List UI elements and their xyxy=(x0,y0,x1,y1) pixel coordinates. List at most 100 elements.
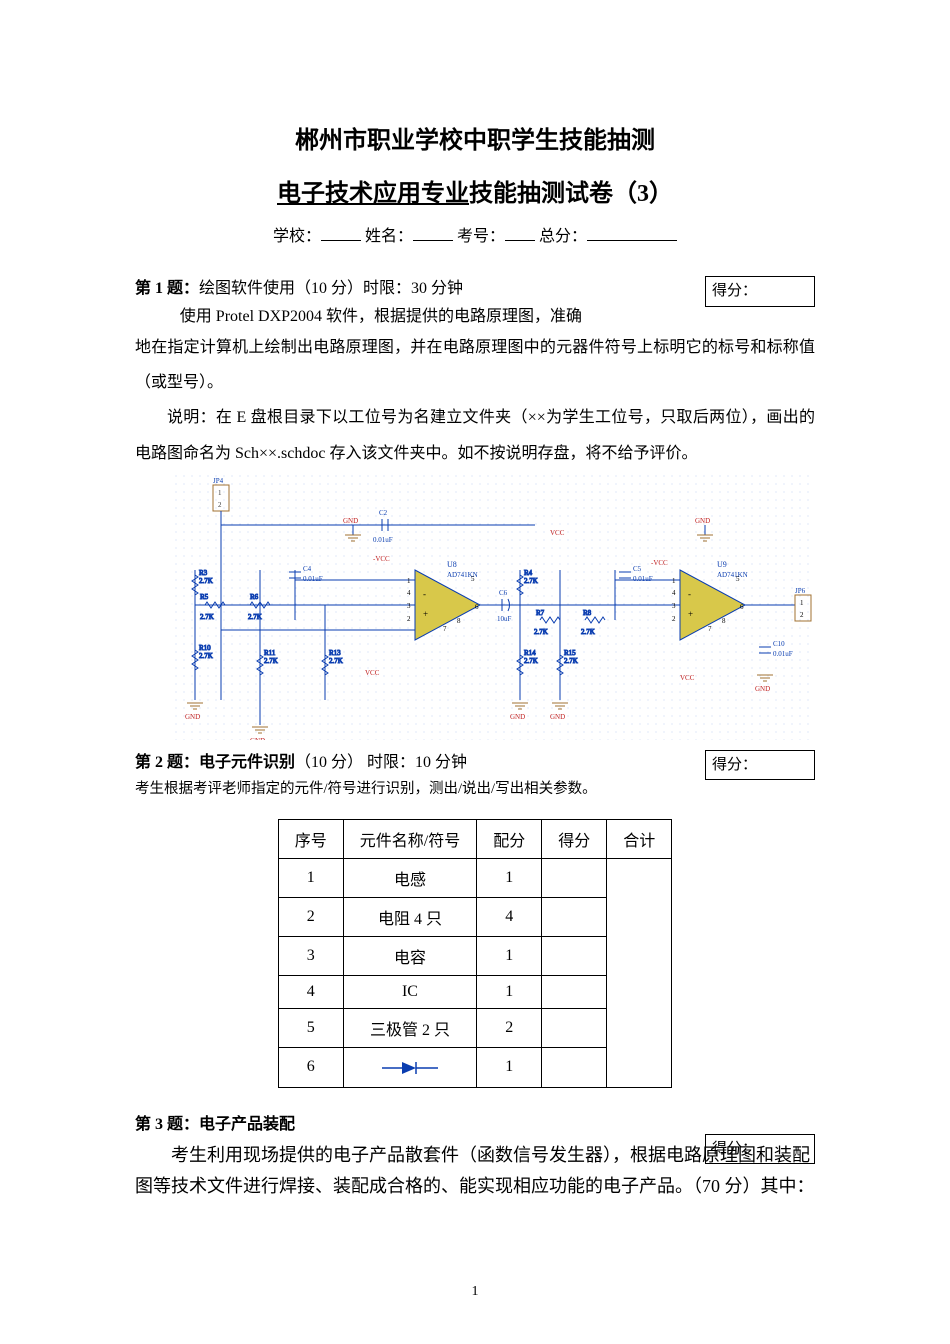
title-sub: 电子技术应用专业技能抽测试卷（3） xyxy=(135,173,815,208)
cell-got xyxy=(542,1048,607,1087)
svg-text:GND: GND xyxy=(250,737,265,740)
svg-text:4: 4 xyxy=(407,589,411,597)
label-school: 学校： xyxy=(273,228,321,245)
cell-total xyxy=(607,859,672,1087)
score-label: 得分： xyxy=(712,1135,759,1164)
svg-text:2.7K: 2.7K xyxy=(199,652,213,660)
cell-score: 1 xyxy=(477,859,542,898)
title-sub-underlined: 电子技术应用专业 xyxy=(277,181,469,207)
cell-no: 6 xyxy=(278,1048,343,1087)
svg-text:+: + xyxy=(423,609,428,619)
q3-score-box: 得分： xyxy=(705,1134,815,1165)
svg-text:R11: R11 xyxy=(264,649,276,657)
svg-text:VCC: VCC xyxy=(550,529,565,537)
svg-text:GND: GND xyxy=(550,713,565,721)
blank-total xyxy=(587,225,677,241)
svg-text:3: 3 xyxy=(672,602,676,610)
title-main: 郴州市职业学校中职学生技能抽测 xyxy=(135,120,815,155)
col-no: 序号 xyxy=(278,820,343,859)
col-score: 配分 xyxy=(477,820,542,859)
cell-score: 1 xyxy=(477,937,542,976)
cell-got xyxy=(542,859,607,898)
label-examno: 考号： xyxy=(457,228,505,245)
svg-text:8: 8 xyxy=(457,617,461,625)
q1-header-rest: 绘图软件使用（10 分）时限：30 分钟 xyxy=(199,280,463,297)
svg-text:2.7K: 2.7K xyxy=(329,657,343,665)
diode-icon xyxy=(380,1059,440,1077)
svg-text:R5: R5 xyxy=(200,593,209,601)
svg-text:U9: U9 xyxy=(717,560,727,569)
svg-text:R8: R8 xyxy=(583,609,592,617)
cell-got xyxy=(542,976,607,1009)
cell-no: 1 xyxy=(278,859,343,898)
svg-text:2.7K: 2.7K xyxy=(524,657,538,665)
svg-text:-VCC: -VCC xyxy=(651,559,668,567)
svg-text:JP6: JP6 xyxy=(795,587,806,595)
q3-header-bold: 第 3 题：电子产品装配 xyxy=(135,1116,295,1133)
svg-text:R6: R6 xyxy=(250,593,259,601)
blank-school xyxy=(321,225,361,241)
svg-text:R4: R4 xyxy=(524,569,533,577)
cell-no: 3 xyxy=(278,937,343,976)
svg-text:0.01uF: 0.01uF xyxy=(633,575,653,583)
q1-p2: 说明：在 E 盘根目录下以工位号为名建立文件夹（××为学生工位号，只取后两位），… xyxy=(135,400,815,470)
svg-text:0.01uF: 0.01uF xyxy=(373,536,393,544)
svg-text:1: 1 xyxy=(672,577,676,585)
svg-text:1: 1 xyxy=(218,489,222,497)
svg-text:GND: GND xyxy=(510,713,525,721)
svg-text:C6: C6 xyxy=(499,589,508,597)
svg-text:1: 1 xyxy=(800,599,804,607)
svg-text:R14: R14 xyxy=(524,649,536,657)
cell-score: 2 xyxy=(477,1009,542,1048)
col-got: 得分 xyxy=(542,820,607,859)
svg-text:2.7K: 2.7K xyxy=(581,628,595,636)
blank-name xyxy=(413,225,453,241)
svg-text:2.7K: 2.7K xyxy=(524,577,538,585)
circuit-schematic: JP4 1 2 GND -VCC VCC C20.01uF C40.01uF R… xyxy=(175,475,815,740)
table-header-row: 序号 元件名称/符号 配分 得分 合计 xyxy=(278,820,672,859)
schematic-svg: JP4 1 2 GND -VCC VCC C20.01uF C40.01uF R… xyxy=(175,475,815,740)
svg-text:C2: C2 xyxy=(379,509,388,517)
svg-text:U8: U8 xyxy=(447,560,457,569)
score-label: 得分： xyxy=(712,277,759,306)
svg-text:6: 6 xyxy=(475,603,479,611)
svg-text:VCC: VCC xyxy=(365,669,380,677)
q2-score-box: 得分： xyxy=(705,750,815,781)
svg-text:2.7K: 2.7K xyxy=(248,613,262,621)
col-total: 合计 xyxy=(607,820,672,859)
svg-text:2: 2 xyxy=(218,501,222,509)
svg-text:7: 7 xyxy=(708,625,712,633)
svg-text:0.01uF: 0.01uF xyxy=(303,575,323,583)
q3-header: 第 3 题：电子产品装配 得分： xyxy=(135,1110,815,1140)
svg-text:R10: R10 xyxy=(199,644,211,652)
svg-text:-: - xyxy=(423,589,426,599)
svg-text:R7: R7 xyxy=(536,609,545,617)
cell-name: 三极管 2 只 xyxy=(343,1009,476,1048)
svg-text:JP4: JP4 xyxy=(213,477,224,485)
q1-line1: 使用 Protel DXP2004 软件，根据提供的电路原理图，准确 xyxy=(135,304,815,330)
q2-header-rest: （10 分） 时限：10 分钟 xyxy=(295,754,467,771)
svg-text:C4: C4 xyxy=(303,565,312,573)
blank-examno xyxy=(505,225,535,241)
svg-text:8: 8 xyxy=(722,617,726,625)
cell-got xyxy=(542,1009,607,1048)
svg-text:C10: C10 xyxy=(773,640,785,648)
svg-text:GND: GND xyxy=(695,517,710,525)
cell-name: 电容 xyxy=(343,937,476,976)
cell-no: 5 xyxy=(278,1009,343,1048)
svg-text:VCC: VCC xyxy=(680,674,695,682)
svg-text:+: + xyxy=(688,609,693,619)
svg-text:GND: GND xyxy=(185,713,200,721)
svg-text:7: 7 xyxy=(443,625,447,633)
svg-text:5: 5 xyxy=(471,575,475,583)
cell-name xyxy=(343,1048,476,1087)
q2-header-bold: 第 2 题：电子元件识别 xyxy=(135,754,295,771)
col-name: 元件名称/符号 xyxy=(343,820,476,859)
cell-no: 2 xyxy=(278,898,343,937)
cell-name: 电感 xyxy=(343,859,476,898)
page-number: 1 xyxy=(0,1284,950,1300)
svg-text:R13: R13 xyxy=(329,649,341,657)
svg-text:3: 3 xyxy=(407,602,411,610)
cell-no: 4 xyxy=(278,976,343,1009)
svg-text:2: 2 xyxy=(407,615,411,623)
